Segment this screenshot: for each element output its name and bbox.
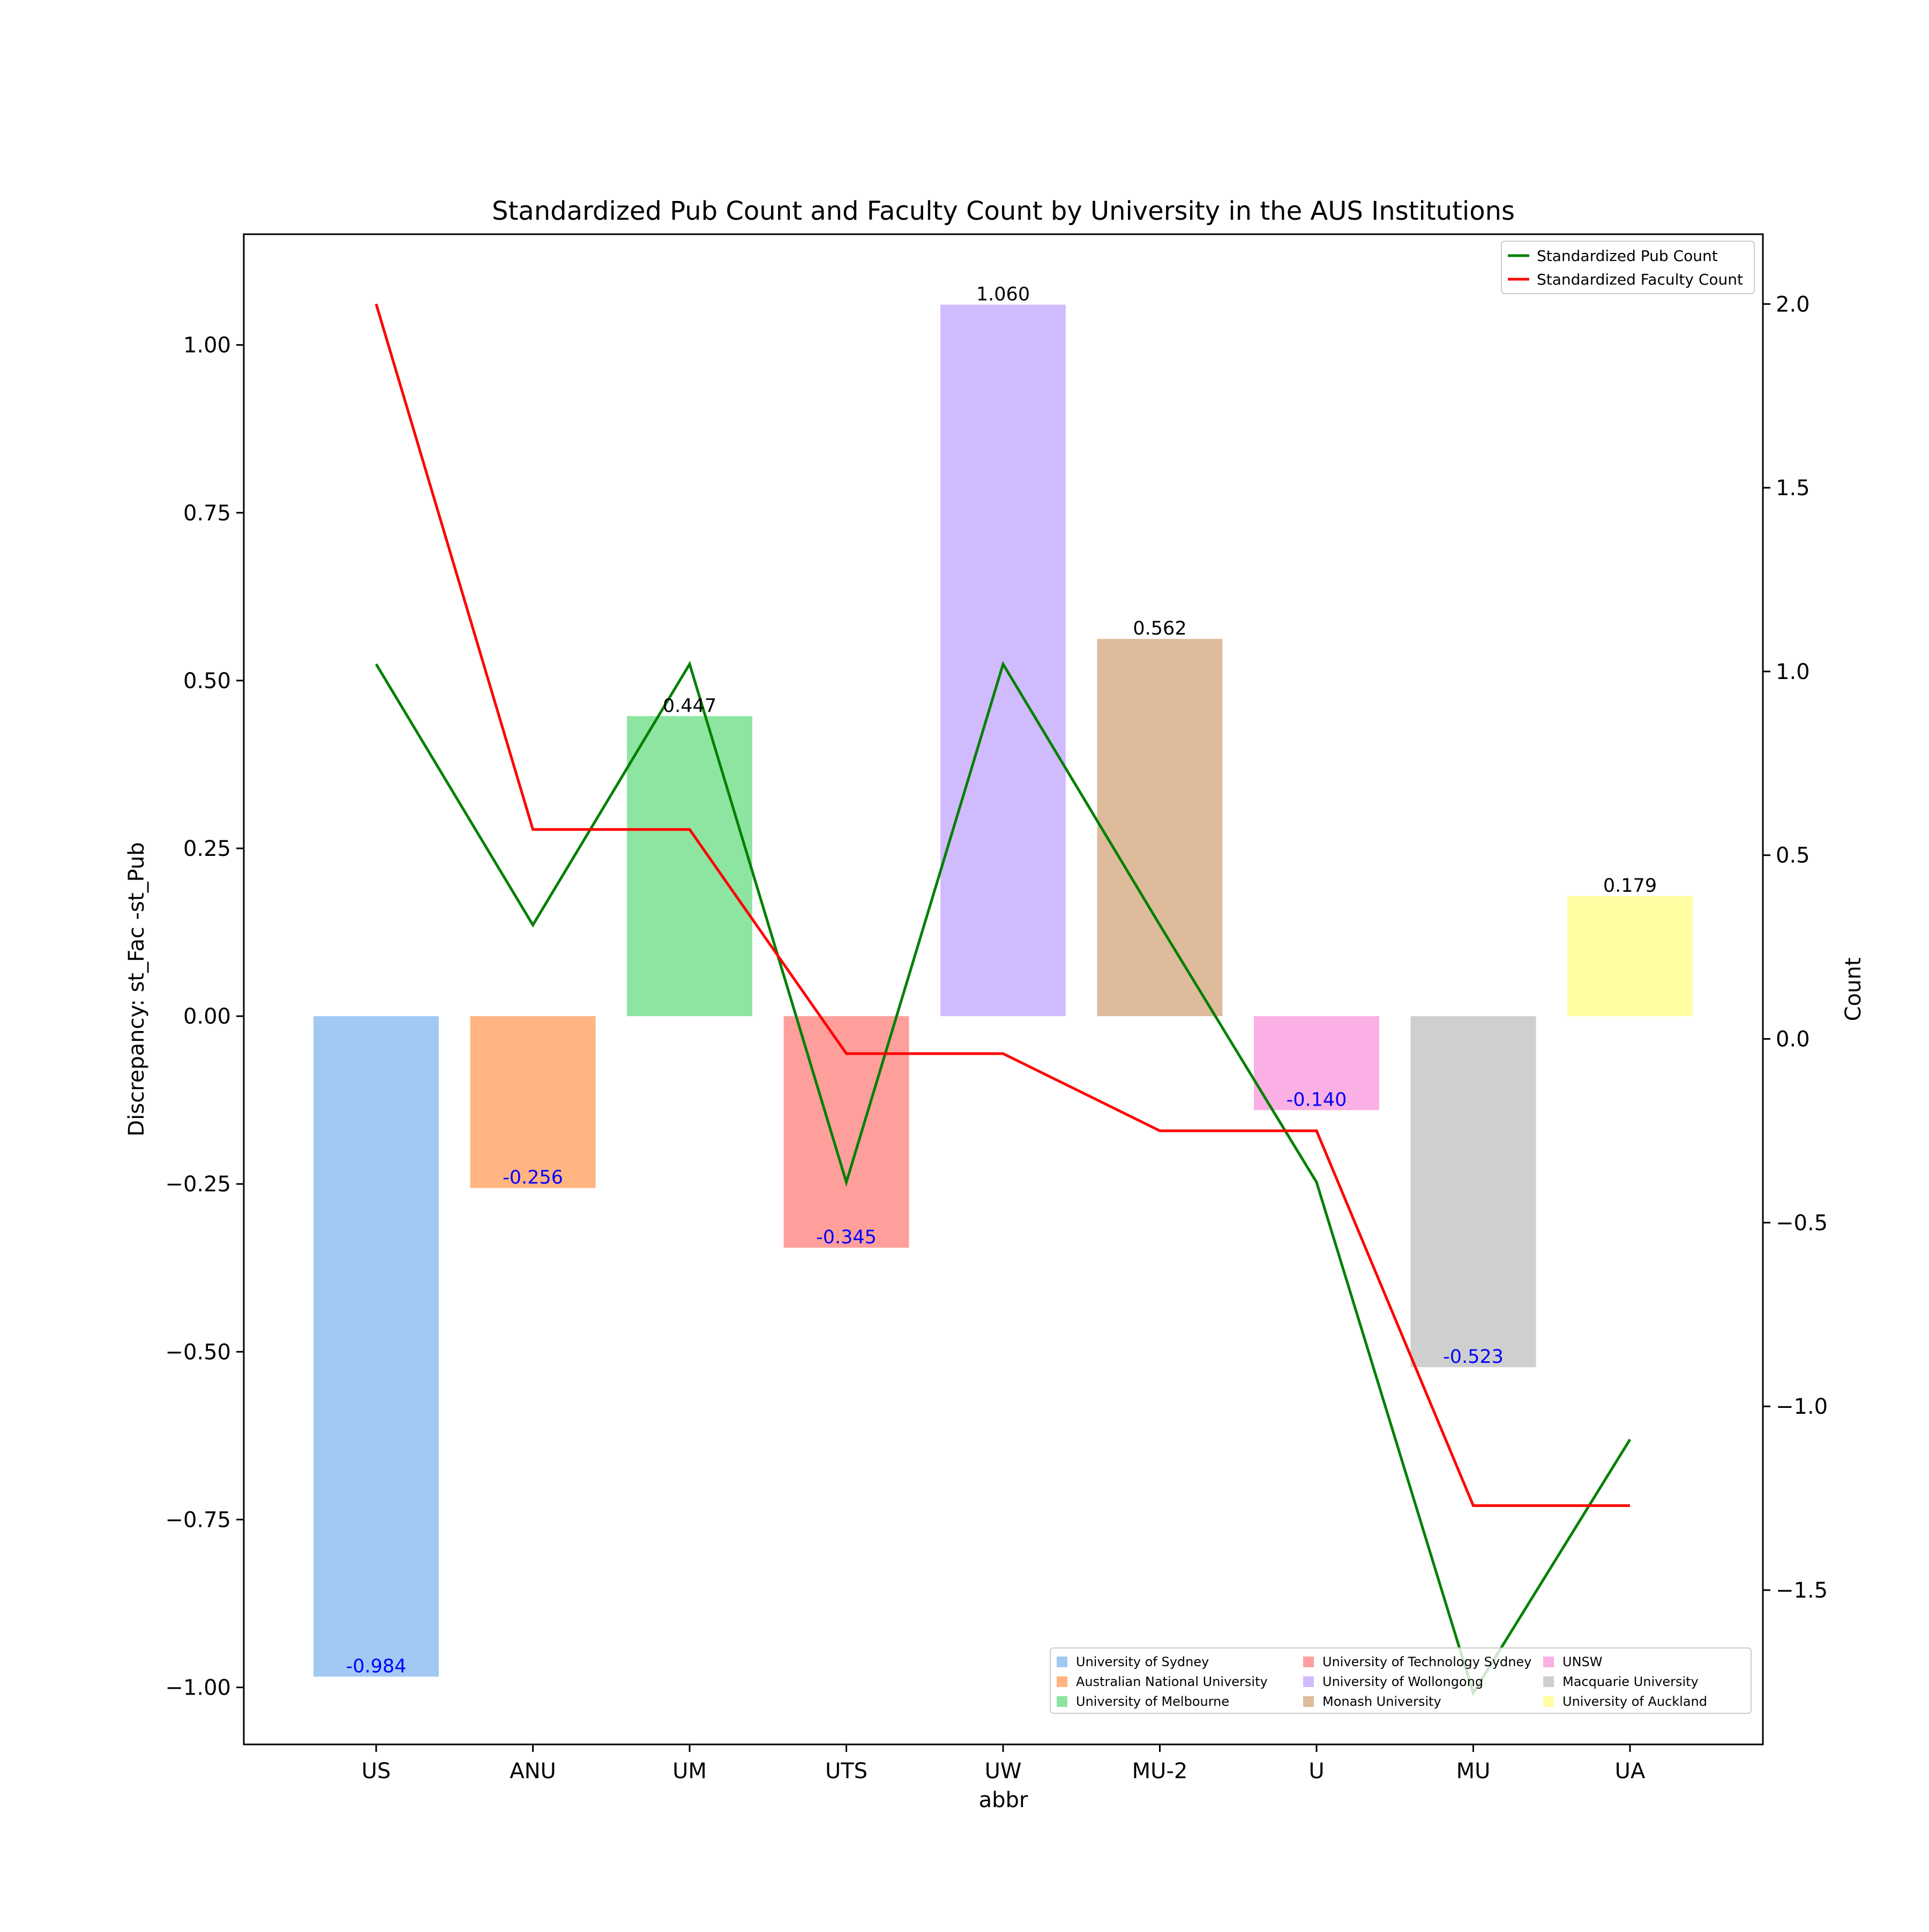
bar-um <box>627 716 752 1017</box>
series-line-1 <box>375 303 1630 1507</box>
x-tick-label: MU <box>1456 1759 1491 1784</box>
bars-group <box>313 304 1693 1677</box>
x-tick-label: MU-2 <box>1132 1759 1188 1784</box>
bar-value-label: 0.447 <box>663 695 716 717</box>
y-tick-label: 0.50 <box>183 669 231 693</box>
bar-value-label: -0.523 <box>1443 1346 1504 1368</box>
x-axis: US ANU UM UTS UW MU-2 U MU UA <box>362 1744 1646 1784</box>
bar-value-label: -0.345 <box>816 1227 877 1248</box>
bar-anu <box>470 1016 596 1188</box>
right-y-axis: −1.5 −1.0 −0.5 0.0 0.5 1.0 1.5 2.0 <box>1763 292 1828 1603</box>
bar-legend-box <box>1050 1647 1752 1714</box>
y-tick-label: −0.75 <box>165 1508 231 1532</box>
legend-bar-label: Macquarie University <box>1562 1674 1699 1689</box>
y2-tick-label: −1.0 <box>1776 1394 1828 1419</box>
series-line-0 <box>375 661 1632 1697</box>
y-tick-label: 0.00 <box>183 1004 231 1029</box>
bar-legend: University of Sydney Australian National … <box>1050 1647 1752 1714</box>
bar-value-label: -0.984 <box>346 1656 407 1677</box>
legend-bar-swatch <box>1303 1696 1314 1707</box>
legend-bar-swatch <box>1057 1657 1067 1667</box>
y2-tick-label: −0.5 <box>1776 1211 1828 1235</box>
x-axis-title: abbr <box>979 1788 1028 1812</box>
legend-bar-label: Monash University <box>1322 1694 1441 1709</box>
bar-us <box>313 1016 439 1677</box>
y-axis-title: Discrepancy: st_Fac -st_Pub <box>124 842 149 1136</box>
legend-bar-swatch <box>1303 1676 1314 1687</box>
legend-bar-label: Australian National University <box>1076 1674 1268 1689</box>
legend-bar-swatch <box>1543 1676 1554 1687</box>
x-tick-label: US <box>362 1759 391 1784</box>
legend-line-label: Standardized Pub Count <box>1537 247 1718 265</box>
legend-bar-swatch <box>1543 1696 1554 1707</box>
x-tick-label: U <box>1309 1759 1324 1784</box>
x-tick-label: ANU <box>510 1759 556 1784</box>
y-tick-label: 0.25 <box>183 837 231 861</box>
legend-bar-swatch <box>1543 1657 1554 1667</box>
y-tick-label: 1.00 <box>183 333 231 358</box>
y2-axis-title: Count <box>1841 958 1866 1021</box>
legend-bar-label: University of Technology Sydney <box>1322 1654 1531 1669</box>
legend-bar-label: University of Wollongong <box>1322 1674 1483 1689</box>
y-tick-label: −0.25 <box>165 1172 231 1197</box>
line-legend-box <box>1501 241 1755 294</box>
y2-tick-label: 1.0 <box>1776 660 1810 684</box>
chart-title: Standardized Pub Count and Faculty Count… <box>492 196 1515 226</box>
legend-bar-label: University of Melbourne <box>1076 1694 1229 1709</box>
bar-uw <box>940 304 1066 1017</box>
y2-tick-label: 0.5 <box>1776 844 1810 868</box>
bar-value-label: -0.256 <box>503 1167 563 1189</box>
bar-uts <box>783 1016 909 1248</box>
y-tick-label: 0.75 <box>183 501 231 526</box>
legend-bar-label: University of Sydney <box>1076 1654 1209 1669</box>
legend-bar-swatch <box>1057 1696 1067 1707</box>
bar-value-label: 0.562 <box>1133 618 1186 639</box>
legend-bar-label: University of Auckland <box>1562 1694 1707 1709</box>
x-tick-label: UA <box>1615 1759 1646 1784</box>
legend-line-label: Standardized Faculty Count <box>1537 271 1743 288</box>
bar-mu-2 <box>1097 639 1223 1017</box>
lines-group <box>375 303 1632 1697</box>
y-tick-label: −0.50 <box>165 1340 231 1364</box>
y2-tick-label: 2.0 <box>1776 292 1810 317</box>
y-tick-label: −1.00 <box>165 1676 231 1700</box>
y2-tick-label: 1.5 <box>1776 476 1810 501</box>
left-y-axis: −1.00 −0.75 −0.50 −0.25 0.00 0.25 0.50 0.75 1.00 <box>165 333 244 1700</box>
legend-bar-label: UNSW <box>1562 1654 1602 1669</box>
x-tick-label: UW <box>985 1759 1022 1784</box>
y2-tick-label: 0.0 <box>1776 1027 1810 1052</box>
bar-labels-group: -0.984 -0.256 0.447 -0.345 1.060 0.562 -0.140 -… <box>346 284 1657 1677</box>
line-legend: Standardized Pub Count Standardized Facul… <box>1501 241 1755 294</box>
bar-u <box>1254 1016 1379 1110</box>
bar-value-label: 1.060 <box>976 284 1030 305</box>
bar-mu <box>1410 1016 1536 1368</box>
legend-bar-swatch <box>1057 1676 1067 1687</box>
bar-value-label: -0.140 <box>1287 1089 1347 1110</box>
x-tick-label: UM <box>672 1759 707 1784</box>
bar-value-label: 0.179 <box>1603 875 1657 897</box>
y2-tick-label: −1.5 <box>1776 1578 1828 1603</box>
bar-ua <box>1567 896 1693 1017</box>
x-tick-label: UTS <box>825 1759 868 1784</box>
legend-bar-swatch <box>1303 1657 1314 1667</box>
